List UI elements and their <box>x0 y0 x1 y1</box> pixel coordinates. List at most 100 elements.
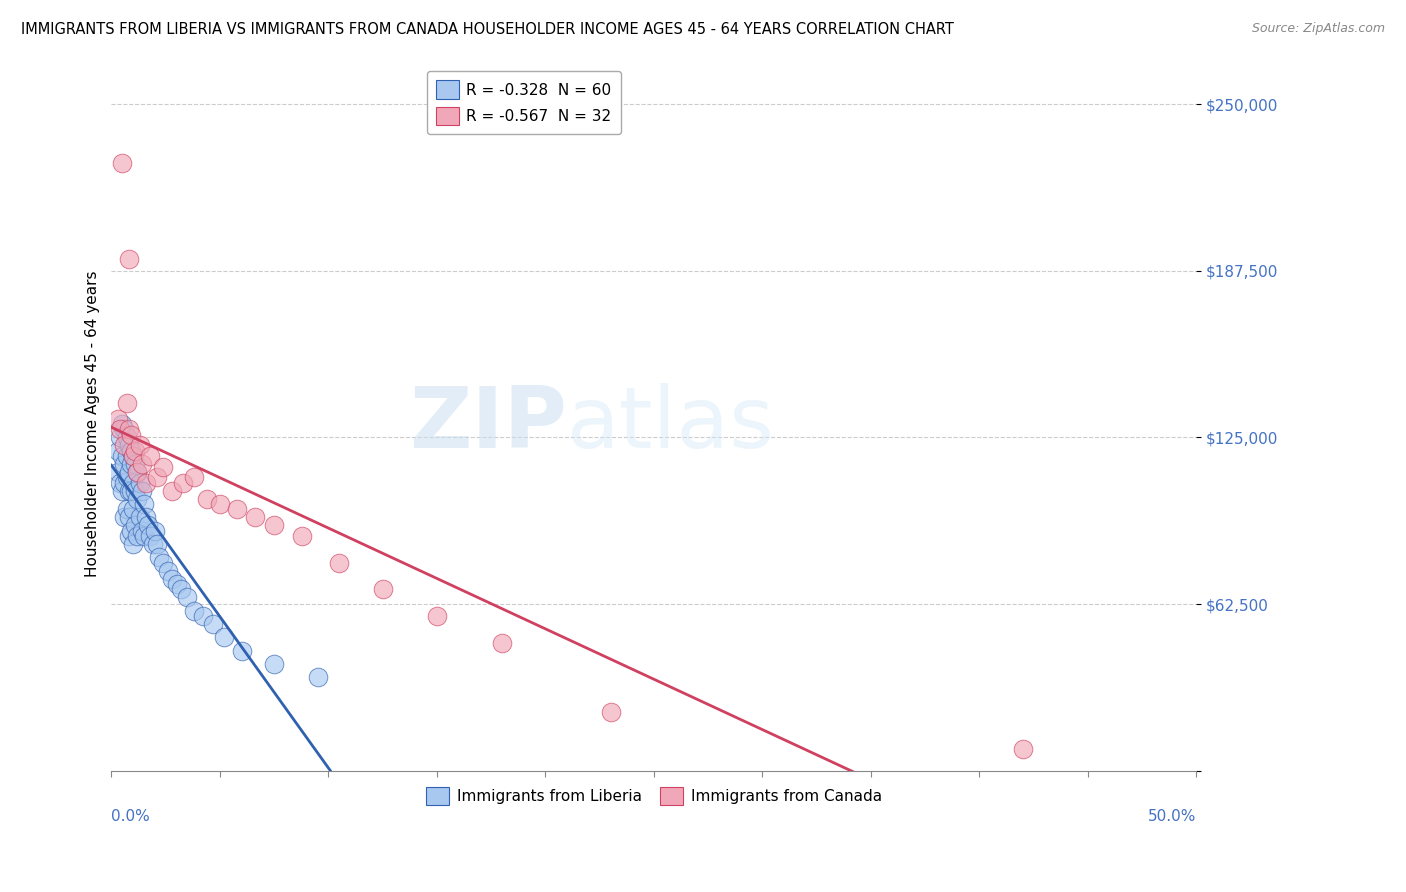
Point <box>118 483 141 498</box>
Point <box>243 510 266 524</box>
Point <box>208 497 231 511</box>
Point <box>108 422 131 436</box>
Point <box>166 577 188 591</box>
Point <box>115 449 138 463</box>
Point <box>160 483 183 498</box>
Point <box>195 491 218 506</box>
Y-axis label: Householder Income Ages 45 - 64 years: Householder Income Ages 45 - 64 years <box>86 271 100 577</box>
Point <box>263 657 285 671</box>
Text: 0.0%: 0.0% <box>111 809 150 824</box>
Point <box>172 475 194 490</box>
Point <box>127 465 149 479</box>
Point <box>114 422 136 436</box>
Point <box>152 459 174 474</box>
Point <box>426 609 449 624</box>
Point <box>107 443 129 458</box>
Point <box>127 529 149 543</box>
Point <box>108 475 131 490</box>
Point <box>156 564 179 578</box>
Point <box>139 529 162 543</box>
Point <box>114 510 136 524</box>
Point <box>328 556 350 570</box>
Point <box>599 705 621 719</box>
Point <box>115 470 138 484</box>
Point <box>127 465 149 479</box>
Point <box>124 443 146 458</box>
Point <box>120 443 142 458</box>
Point <box>120 457 142 471</box>
Point <box>120 524 142 538</box>
Point <box>107 465 129 479</box>
Point <box>122 449 145 463</box>
Text: IMMIGRANTS FROM LIBERIA VS IMMIGRANTS FROM CANADA HOUSEHOLDER INCOME AGES 45 - 6: IMMIGRANTS FROM LIBERIA VS IMMIGRANTS FR… <box>21 22 953 37</box>
Point <box>160 572 183 586</box>
Point <box>226 502 249 516</box>
Point <box>118 252 141 266</box>
Point <box>131 483 153 498</box>
Point <box>307 670 329 684</box>
Point <box>135 475 157 490</box>
Point <box>131 457 153 471</box>
Point <box>128 510 150 524</box>
Text: 50.0%: 50.0% <box>1149 809 1197 824</box>
Point <box>202 617 225 632</box>
Text: Source: ZipAtlas.com: Source: ZipAtlas.com <box>1251 22 1385 36</box>
Point <box>191 609 214 624</box>
Point <box>120 427 142 442</box>
Point <box>118 529 141 543</box>
Point <box>111 155 134 169</box>
Text: atlas: atlas <box>567 383 775 466</box>
Point <box>108 430 131 444</box>
Legend: Immigrants from Liberia, Immigrants from Canada: Immigrants from Liberia, Immigrants from… <box>420 780 887 812</box>
Point <box>118 510 141 524</box>
Point <box>127 491 149 506</box>
Point <box>107 411 129 425</box>
Point <box>1011 742 1033 756</box>
Point <box>118 465 141 479</box>
Point <box>115 502 138 516</box>
Point <box>124 518 146 533</box>
Point <box>139 449 162 463</box>
Point <box>111 449 134 463</box>
Point <box>131 524 153 538</box>
Point <box>183 604 205 618</box>
Point <box>122 449 145 463</box>
Point <box>114 457 136 471</box>
Point <box>122 502 145 516</box>
Point <box>143 524 166 538</box>
Point <box>146 537 169 551</box>
Point <box>135 510 157 524</box>
Point <box>136 518 159 533</box>
Point <box>148 550 170 565</box>
Point <box>128 438 150 452</box>
Point <box>111 483 134 498</box>
Point <box>491 636 513 650</box>
Point <box>231 644 253 658</box>
Point <box>124 457 146 471</box>
Point <box>114 475 136 490</box>
Point <box>170 582 193 597</box>
Point <box>371 582 394 597</box>
Point <box>152 556 174 570</box>
Point <box>122 537 145 551</box>
Point <box>120 483 142 498</box>
Point <box>142 537 165 551</box>
Point <box>132 529 155 543</box>
Point <box>111 417 134 431</box>
Point <box>115 430 138 444</box>
Point <box>118 422 141 436</box>
Point <box>128 475 150 490</box>
Point <box>115 396 138 410</box>
Point <box>291 529 314 543</box>
Point <box>176 591 198 605</box>
Point <box>263 518 285 533</box>
Text: ZIP: ZIP <box>409 383 567 466</box>
Point <box>146 470 169 484</box>
Point <box>118 438 141 452</box>
Point <box>122 475 145 490</box>
Point <box>212 631 235 645</box>
Point <box>114 438 136 452</box>
Point <box>124 483 146 498</box>
Point <box>132 497 155 511</box>
Point <box>183 470 205 484</box>
